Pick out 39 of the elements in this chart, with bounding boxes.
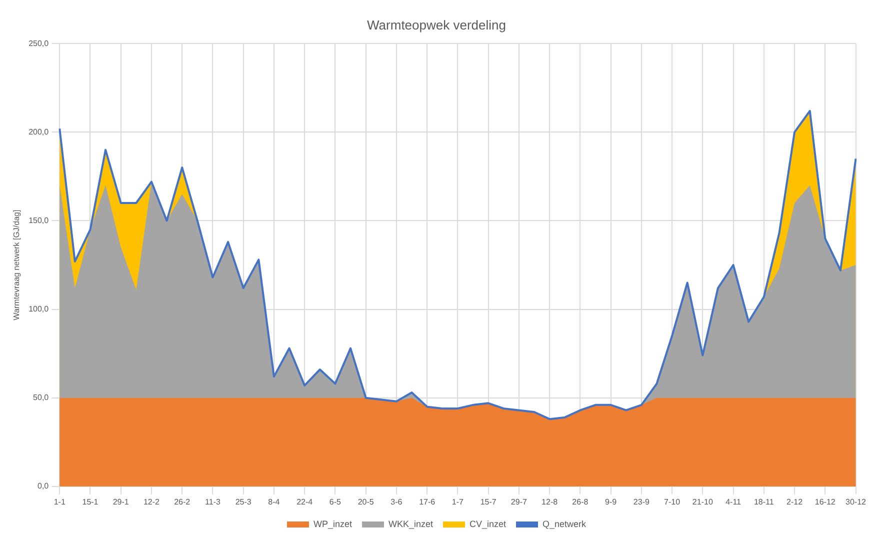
x-tick-label: 20-5 <box>358 497 374 506</box>
x-tick-label: 9-9 <box>605 497 618 506</box>
y-tick-label: 100,0 <box>28 304 50 314</box>
x-tick-label: 1-7 <box>452 497 464 506</box>
y-tick-label: 200,0 <box>28 127 50 136</box>
x-tick-label: 25-3 <box>235 497 252 506</box>
x-tick-label: 8-4 <box>268 497 280 506</box>
x-tick-label: 26-2 <box>174 497 191 506</box>
x-tick-label: 18-11 <box>754 497 774 506</box>
x-tick-label: 7-10 <box>664 497 681 506</box>
legend-label: WP_inzet <box>313 518 352 529</box>
x-tick-label: 4-11 <box>726 497 742 506</box>
x-tick-label: 1-1 <box>54 497 66 506</box>
x-tick-label: 2-12 <box>786 497 804 506</box>
x-tick-label: 3-6 <box>390 497 403 506</box>
x-tick-label: 17-6 <box>419 497 436 506</box>
x-tick-label: 12-2 <box>143 497 160 506</box>
y-tick-label: 250,0 <box>28 38 50 48</box>
chart-title: Warmteopwek verdeling <box>367 17 506 32</box>
x-tick-label: 16-12 <box>814 497 836 506</box>
x-tick-label: 12-8 <box>542 497 558 506</box>
x-tick-label: 6-5 <box>329 497 342 506</box>
x-tick-label: 23-9 <box>633 497 650 506</box>
x-tick-label: 22-4 <box>296 497 314 506</box>
x-tick-label: 29-7 <box>510 497 528 506</box>
legend-label: CV_inzet <box>469 518 507 529</box>
y-tick-label: 50,0 <box>33 393 50 402</box>
y-tick-label: 150,0 <box>28 216 50 225</box>
x-tick-label: 30-12 <box>846 497 867 506</box>
x-tick-label: 21-10 <box>692 497 714 506</box>
y-tick-label: 0,0 <box>37 482 50 491</box>
x-tick-label: 11-3 <box>205 497 221 506</box>
legend-label: WKK_inzet <box>388 518 434 529</box>
x-tick-label: 26-8 <box>572 497 589 506</box>
legend-label: Q_netwerk <box>542 518 587 529</box>
x-tick-label: 15-7 <box>480 497 497 506</box>
y-axis-title: Warmtevraag netwerk [GJ/dag] <box>12 210 22 320</box>
x-tick-label: 15-1 <box>82 497 99 506</box>
x-tick-label: 29-1 <box>112 497 130 506</box>
